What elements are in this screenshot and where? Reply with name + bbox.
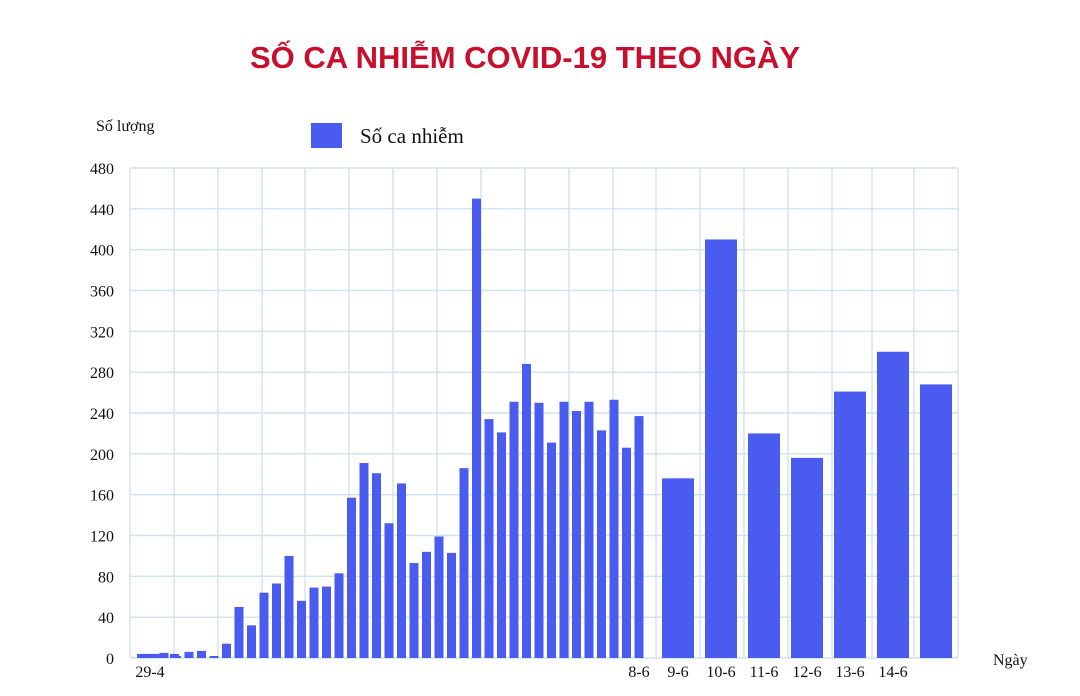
bar	[791, 457, 823, 658]
bar	[434, 536, 444, 658]
bar	[522, 364, 531, 658]
y-tick-label: 480	[90, 161, 114, 178]
bar	[159, 652, 169, 658]
bar	[509, 401, 519, 658]
bar	[748, 433, 780, 658]
bar	[137, 653, 167, 658]
bar	[609, 399, 619, 658]
legend-swatch	[311, 123, 342, 148]
bar	[472, 198, 481, 658]
bar	[197, 650, 206, 658]
bar	[662, 478, 694, 658]
bar	[272, 583, 281, 658]
bar	[422, 551, 431, 658]
bar	[259, 592, 269, 658]
bar	[372, 473, 381, 658]
bar	[584, 401, 594, 658]
bar	[559, 401, 569, 658]
bar	[359, 463, 369, 658]
y-tick-label: 40	[98, 610, 114, 627]
bar	[705, 239, 737, 659]
bar	[459, 468, 469, 658]
bar	[572, 410, 581, 658]
bar	[172, 655, 181, 658]
bar	[247, 625, 256, 658]
bar	[209, 655, 219, 658]
bar	[409, 563, 419, 658]
bar	[834, 391, 866, 658]
bar	[222, 643, 231, 658]
y-tick-label: 240	[90, 406, 114, 423]
x-tick-label: 13-6	[835, 664, 864, 681]
bar	[547, 442, 556, 658]
bar	[634, 416, 644, 658]
bar	[877, 351, 909, 658]
x-tick-label: 11-6	[750, 664, 779, 681]
x-tick-label: 14-6	[878, 664, 907, 681]
x-tick-label: 12-6	[792, 664, 821, 681]
bar	[497, 432, 506, 658]
bar	[447, 552, 456, 658]
x-tick-label: 10-6	[706, 664, 735, 681]
bars	[137, 198, 952, 659]
legend-label: Số ca nhiễm	[360, 124, 464, 148]
bar	[309, 587, 319, 658]
y-ticks: 0 40 80 120 160 200 240 280 320 360 400 440 480	[90, 161, 114, 668]
bar	[384, 523, 394, 658]
grid	[129, 167, 959, 659]
x-tick-label: 29-4	[135, 664, 164, 681]
bar	[234, 606, 244, 658]
bar	[622, 447, 631, 658]
y-axis-label: Số lượng	[96, 118, 154, 135]
y-tick-label: 280	[90, 365, 114, 382]
bar	[397, 483, 406, 658]
bar	[322, 586, 331, 658]
x-axis-label: Ngày	[993, 652, 1028, 669]
bar	[597, 430, 606, 658]
x-tick-label: 9-6	[667, 664, 688, 681]
x-tick-label: 8-6	[628, 664, 649, 681]
y-tick-label: 400	[90, 243, 114, 260]
y-tick-label: 120	[90, 529, 114, 546]
bar	[484, 419, 494, 658]
y-tick-label: 320	[90, 324, 114, 341]
bar	[334, 573, 344, 658]
bar	[347, 497, 356, 658]
bar	[297, 600, 306, 658]
x-ticks: 29-4 8-6 9-6 10-6 11-6 12-6 13-6 14-6	[135, 664, 907, 681]
y-tick-label: 80	[98, 569, 114, 586]
bar	[534, 402, 544, 658]
y-tick-label: 200	[90, 447, 114, 464]
bar	[284, 555, 294, 658]
chart-title: SỐ CA NHIỄM COVID-19 THEO NGÀY	[250, 39, 800, 75]
y-tick-label: 0	[106, 651, 114, 668]
y-tick-label: 440	[90, 202, 114, 219]
y-tick-label: 360	[90, 284, 114, 301]
bar	[184, 651, 194, 658]
bar	[920, 384, 952, 658]
y-tick-label: 160	[90, 488, 114, 505]
